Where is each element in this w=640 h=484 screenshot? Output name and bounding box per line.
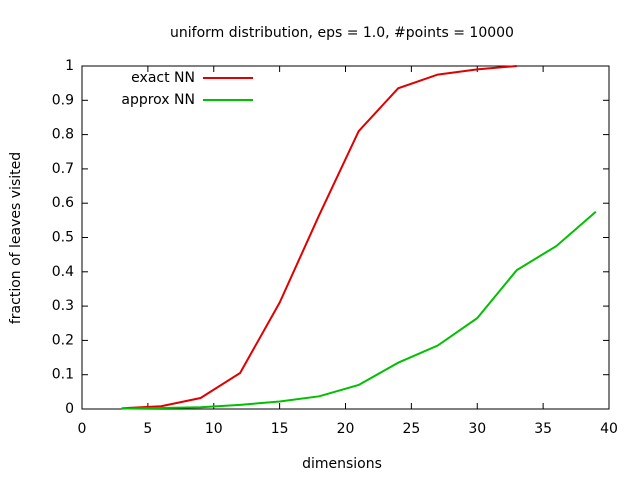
x-tick-label: 30: [468, 421, 486, 437]
plot-border: [81, 65, 610, 410]
x-tick-label: 15: [271, 421, 289, 437]
legend-label: exact NN: [131, 70, 195, 86]
x-tick-label: 25: [402, 421, 420, 437]
y-axis-label: fraction of leaves visited: [8, 152, 24, 324]
y-tick-label: 0.8: [52, 127, 74, 143]
y-tick-label: 0.7: [52, 161, 74, 177]
x-tick-label: 10: [205, 421, 223, 437]
y-tick-label: 0.3: [52, 298, 74, 314]
x-axis-label: dimensions: [302, 456, 382, 472]
y-tick-label: 0.4: [52, 264, 74, 280]
y-tick-label: 0: [65, 401, 74, 417]
y-tick-label: 0.1: [52, 367, 74, 383]
data-line: [121, 211, 597, 410]
data-line: [121, 65, 517, 410]
chart-title: uniform distribution, eps = 1.0, #points…: [170, 25, 514, 41]
y-tick-label: 0.2: [52, 332, 74, 348]
x-tick-label: 20: [337, 421, 355, 437]
x-tick-label: 40: [600, 421, 618, 437]
x-tick-label: 0: [78, 421, 87, 437]
y-tick-label: 0.9: [52, 92, 74, 108]
y-tick-label: 1: [65, 58, 74, 74]
x-tick-label: 5: [143, 421, 152, 437]
x-tick-label: 35: [534, 421, 552, 437]
y-tick-label: 0.6: [52, 195, 74, 211]
y-tick-label: 0.5: [52, 230, 74, 246]
legend-label: approx NN: [121, 92, 195, 108]
